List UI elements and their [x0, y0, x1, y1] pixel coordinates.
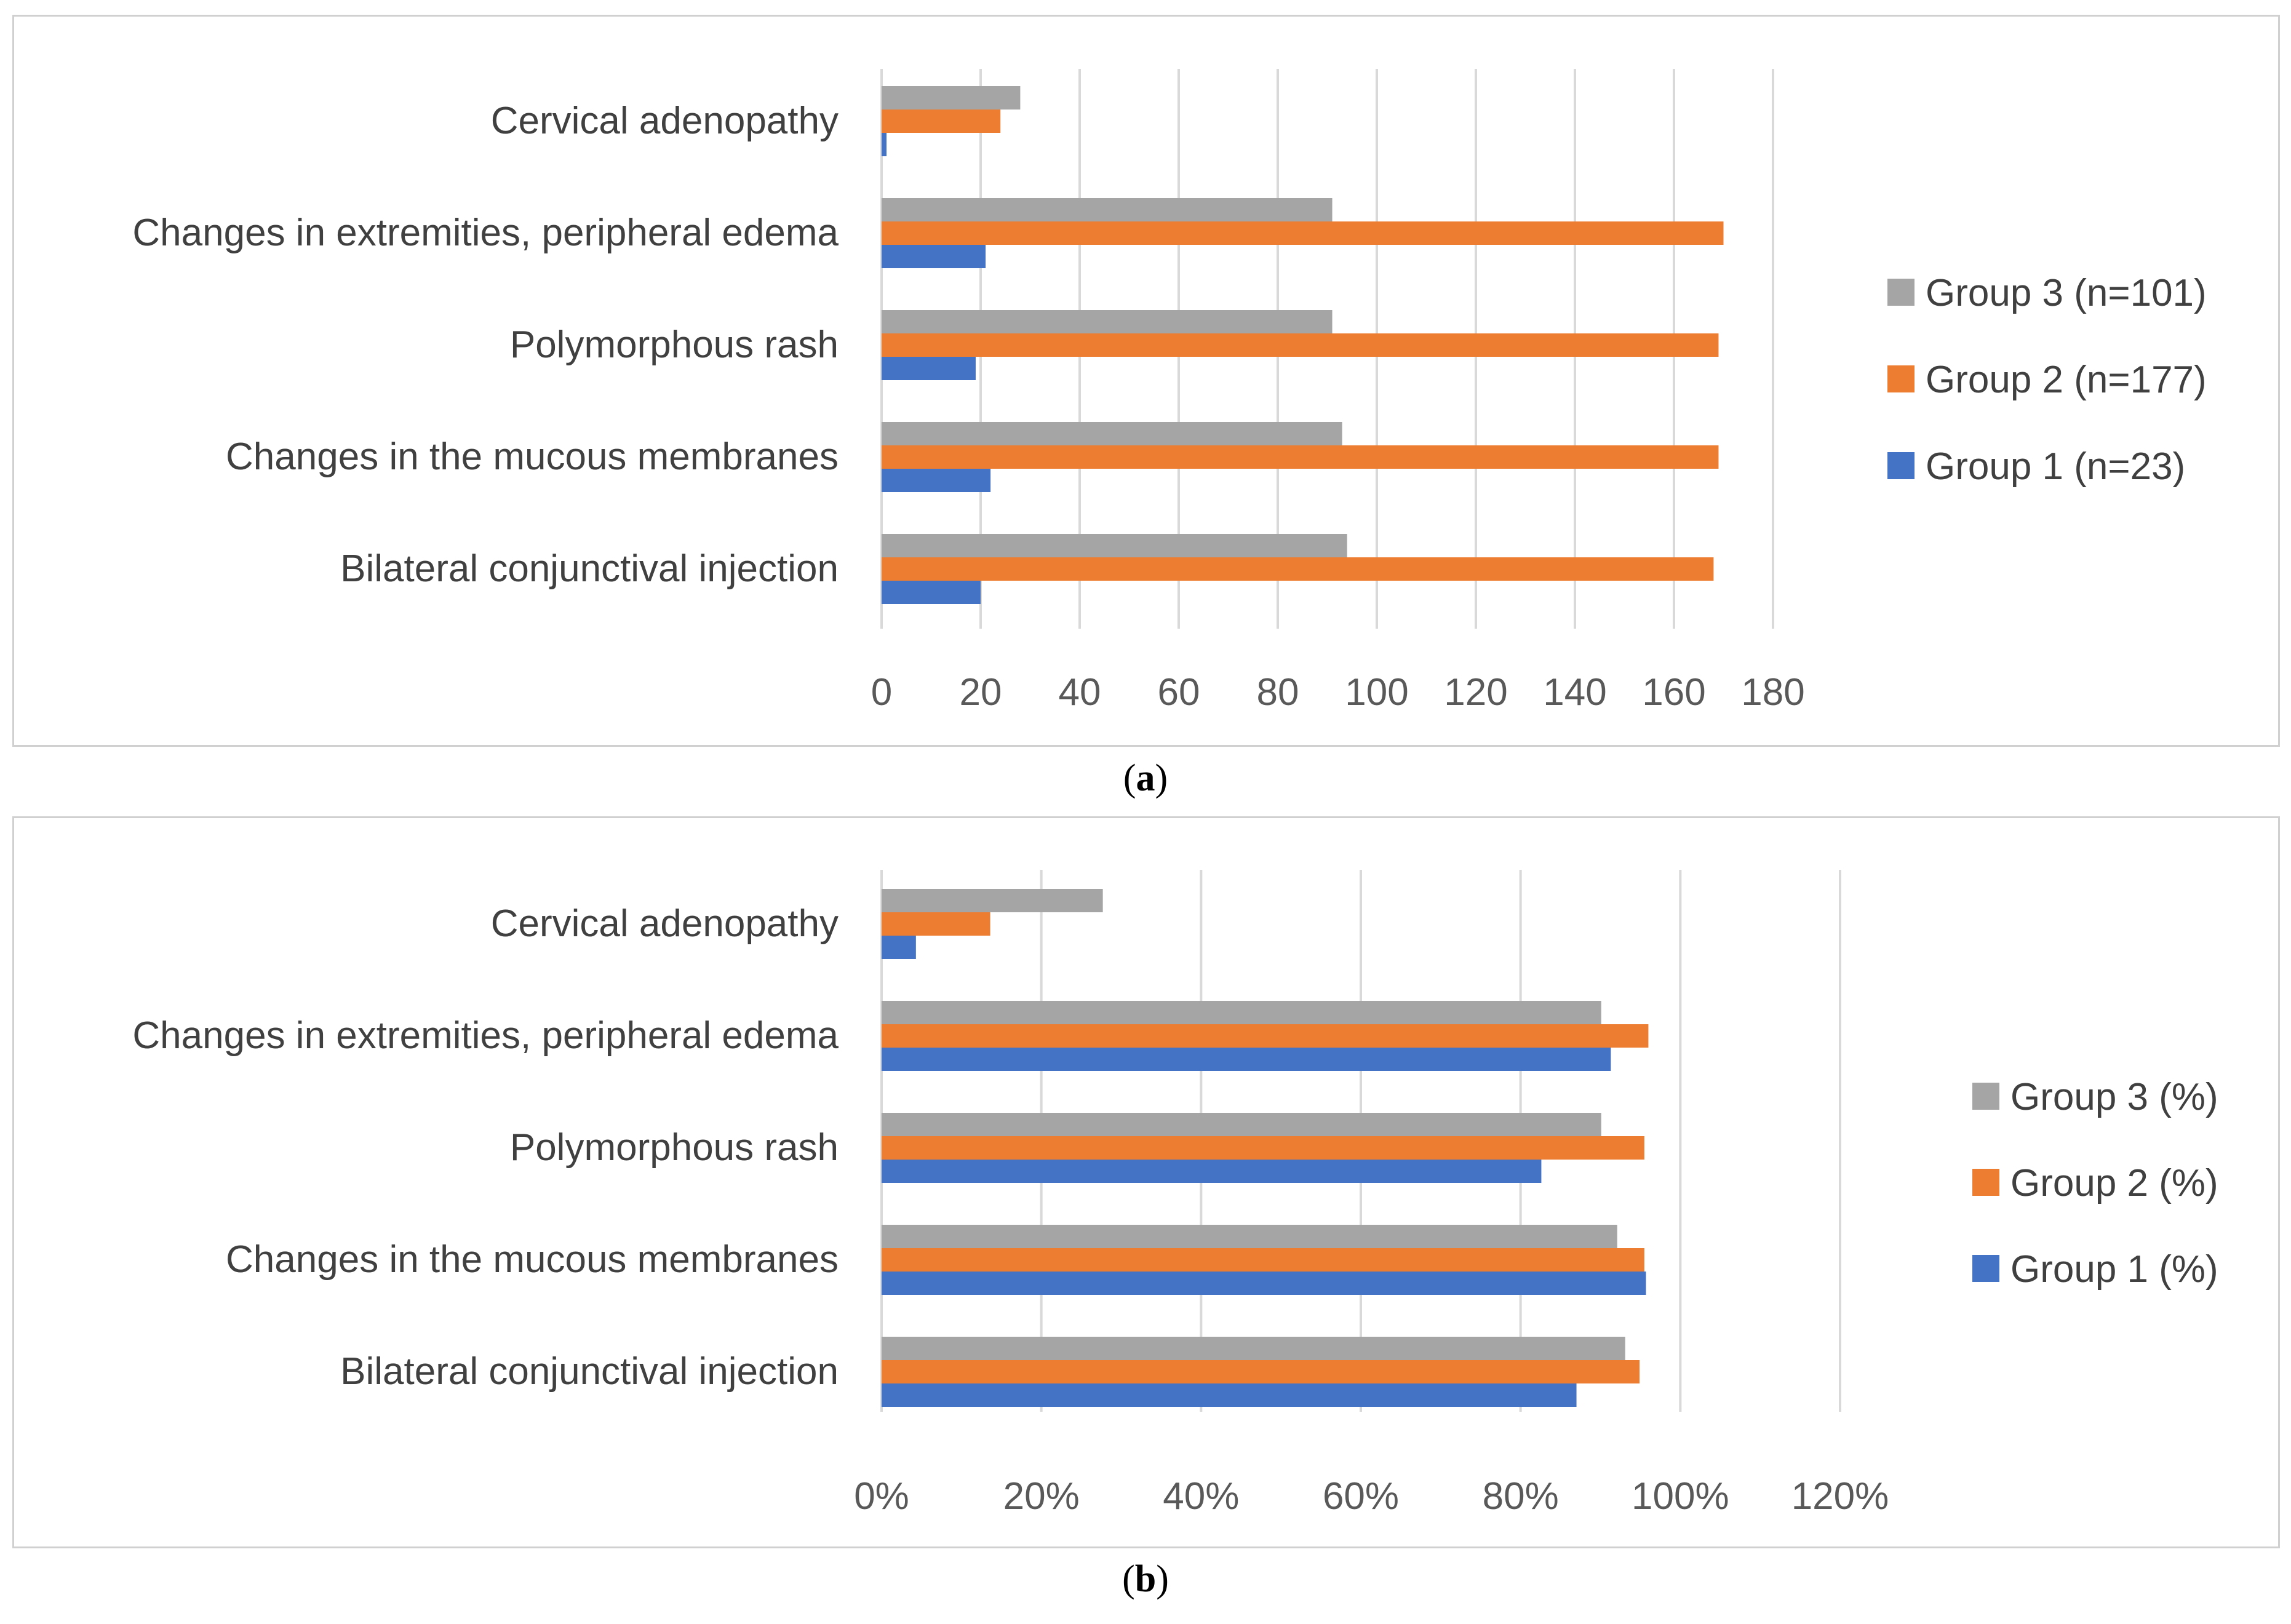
chart-0-bar-series1	[882, 581, 981, 604]
chart-0-tick-label: 20	[960, 671, 1002, 714]
chart-0-category-label: Changes in the mucous membranes	[226, 436, 839, 478]
chart-1-bar-series2	[882, 1248, 1644, 1272]
chart-0-category-label: Changes in extremities, peripheral edema	[132, 212, 839, 254]
chart-0-bar-series1	[882, 357, 976, 380]
chart-0-bar-series3	[882, 422, 1342, 445]
chart-1-tick-label: 60%	[1323, 1475, 1399, 1518]
chart-1-bar-series1	[882, 936, 916, 959]
chart-1-tick-label: 80%	[1483, 1475, 1559, 1518]
chart-0-bar-series3	[882, 534, 1347, 557]
chart-1-tick-label: 120%	[1791, 1475, 1889, 1518]
chart-1-legend-swatch	[1972, 1169, 1999, 1196]
chart-1-bar-series3	[882, 889, 1103, 912]
chart-1-legend-label: Group 2 (%)	[2010, 1162, 2218, 1204]
chart-0-legend-swatch	[1887, 279, 1914, 306]
chart-1-category-label: Polymorphous rash	[510, 1126, 839, 1169]
chart-0-bar-series1	[882, 245, 986, 268]
chart-1-legend-label: Group 1 (%)	[2010, 1248, 2218, 1291]
chart-0-legend-swatch	[1887, 365, 1914, 392]
chart-0-tick-label: 160	[1642, 671, 1705, 714]
chart-0-bar-series3	[882, 310, 1333, 333]
chart-1-tick-label: 0%	[854, 1475, 909, 1518]
chart-b-svg: 0% 20% 40% 60% 80% 100% 120% Bilateral conjunct…	[132, 870, 2218, 1518]
chart-1-bar-series1	[882, 1048, 1611, 1071]
chart-0-tick-label: 60	[1158, 671, 1200, 714]
chart-1-legend-swatch	[1972, 1083, 1999, 1110]
caption-a-letter: a	[1136, 757, 1155, 799]
chart-0-bar-series2	[882, 333, 1719, 357]
chart-1-legend-swatch	[1972, 1255, 1999, 1282]
caption-a: (a)	[1123, 757, 1168, 799]
chart-1-tick-label: 100%	[1632, 1475, 1729, 1518]
caption-b: (b)	[1122, 1558, 1169, 1600]
chart-1-bar-series2	[882, 1024, 1649, 1048]
chart-0-bar-series1	[882, 133, 887, 156]
chart-0-legend-label: Group 3 (n=101)	[1926, 272, 2207, 314]
chart-1-bar-series3	[882, 1001, 1601, 1024]
chart-0-legend-label: Group 2 (n=177)	[1926, 359, 2207, 401]
chart-1-bar-series1	[882, 1160, 1542, 1183]
chart-1-category-label: Changes in the mucous membranes	[226, 1238, 839, 1281]
chart-0-category-label: Cervical adenopathy	[491, 100, 839, 142]
chart-0-tick-label: 140	[1543, 671, 1606, 714]
caption-b-letter: b	[1134, 1558, 1157, 1600]
chart-1-bar-series1	[882, 1272, 1646, 1295]
chart-0-tick-label: 0	[871, 671, 892, 714]
chart-0-bar-series3	[882, 198, 1333, 221]
chart-0-tick-label: 40	[1059, 671, 1101, 714]
chart-0-bar-series2	[882, 221, 1724, 245]
chart-1-bar-series2	[882, 912, 990, 936]
chart-1-category-label: Changes in extremities, peripheral edema	[132, 1014, 839, 1057]
chart-0-tick-label: 120	[1444, 671, 1507, 714]
chart-1-bar-series1	[882, 1383, 1577, 1407]
chart-0-tick-label: 80	[1257, 671, 1299, 714]
chart-1-legend-label: Group 3 (%)	[2010, 1076, 2218, 1118]
chart-1-tick-label: 20%	[1003, 1475, 1080, 1518]
chart-panel-a: 0 20 40 60 80 100 120 140 160 180 Bilateral conjun…	[12, 15, 2280, 747]
chart-0-bar-series3	[882, 86, 1021, 109]
chart-0-legend-swatch	[1887, 452, 1914, 479]
chart-0-category-label: Bilateral conjunctival injection	[340, 547, 839, 590]
chart-0-tick-label: 100	[1345, 671, 1408, 714]
chart-0-bar-series2	[882, 445, 1719, 469]
chart-1-category-label: Bilateral conjunctival injection	[340, 1350, 839, 1393]
chart-0-bar-series1	[882, 469, 991, 492]
chart-0-bar-series2	[882, 557, 1714, 581]
chart-a-svg: 0 20 40 60 80 100 120 140 160 180 Bilateral conjun…	[132, 69, 2207, 714]
chart-0-tick-label: 180	[1741, 671, 1804, 714]
chart-0-category-label: Polymorphous rash	[510, 324, 839, 366]
chart-1-bar-series3	[882, 1225, 1617, 1248]
chart-1-category-label: Cervical adenopathy	[491, 902, 839, 945]
chart-0-bar-series2	[882, 109, 1001, 133]
chart-1-tick-label: 40%	[1163, 1475, 1239, 1518]
chart-panel-b: 0% 20% 40% 60% 80% 100% 120% Bilateral conjunct…	[12, 816, 2280, 1548]
chart-1-bar-series2	[882, 1136, 1644, 1160]
chart-0-legend-label: Group 1 (n=23)	[1926, 445, 2185, 488]
chart-1-bar-series3	[882, 1113, 1601, 1136]
chart-1-bar-series2	[882, 1360, 1640, 1383]
chart-1-bar-series3	[882, 1337, 1625, 1360]
